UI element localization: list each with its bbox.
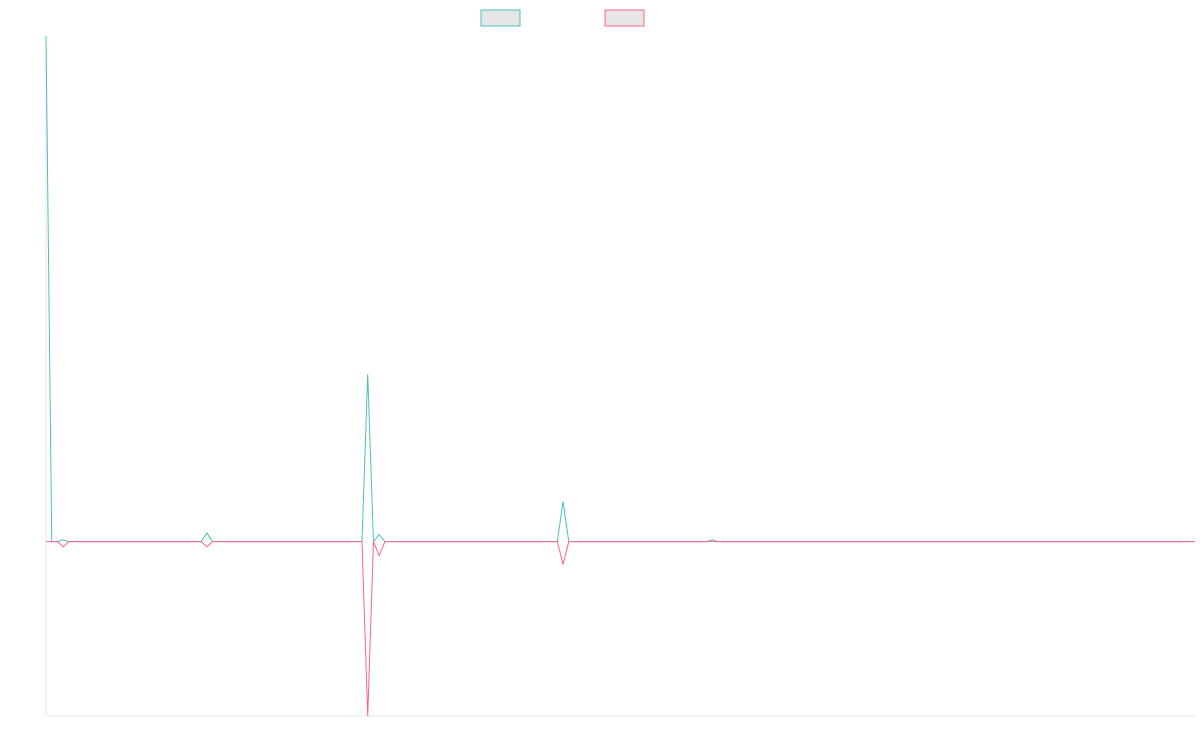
- legend-swatch-1: [480, 9, 521, 27]
- legend: [480, 9, 645, 27]
- axes: [45, 36, 1195, 717]
- series-layer: [45, 35, 1195, 717]
- series-line-1: [45, 35, 1195, 543]
- series-line-2: [46, 541, 1195, 717]
- legend-swatch-2: [604, 9, 645, 27]
